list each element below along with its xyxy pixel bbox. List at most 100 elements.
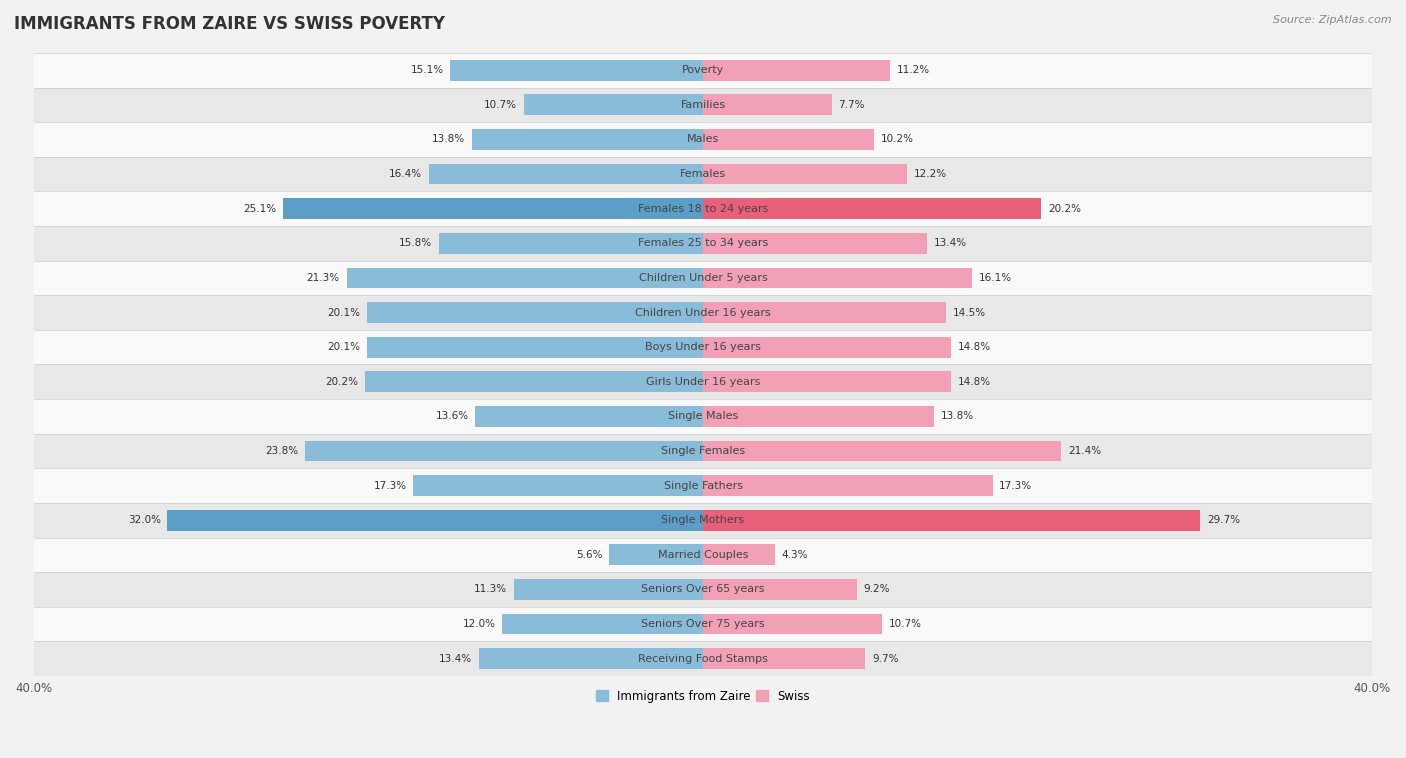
Bar [703,440,1062,462]
Text: Poverty: Poverty [682,65,724,75]
Bar [703,544,775,565]
Bar [283,199,703,219]
Text: Seniors Over 75 years: Seniors Over 75 years [641,619,765,629]
Bar [429,164,703,184]
Text: 12.2%: 12.2% [914,169,948,179]
Bar [703,164,907,184]
Text: Families: Families [681,100,725,110]
Text: Children Under 16 years: Children Under 16 years [636,308,770,318]
Bar [502,614,703,634]
Text: Single Mothers: Single Mothers [661,515,745,525]
Bar [472,129,703,150]
Bar [413,475,703,496]
Bar [367,302,703,323]
Bar [34,606,1372,641]
Bar [703,95,832,115]
Text: Females: Females [681,169,725,179]
Text: 7.7%: 7.7% [838,100,865,110]
Bar [34,191,1372,226]
Text: 13.4%: 13.4% [934,238,967,249]
Bar [34,261,1372,295]
Bar [34,87,1372,122]
Bar [703,60,890,80]
Text: Children Under 5 years: Children Under 5 years [638,273,768,283]
Text: 21.3%: 21.3% [307,273,340,283]
Bar [703,268,973,288]
Bar [703,371,950,392]
Text: 16.4%: 16.4% [388,169,422,179]
Bar [703,406,934,427]
Bar [34,226,1372,261]
Text: 11.3%: 11.3% [474,584,508,594]
Text: 10.7%: 10.7% [889,619,922,629]
Text: Females 18 to 24 years: Females 18 to 24 years [638,204,768,214]
Text: 14.5%: 14.5% [952,308,986,318]
Text: Seniors Over 65 years: Seniors Over 65 years [641,584,765,594]
Bar [34,641,1372,676]
Bar [34,365,1372,399]
Bar [703,614,882,634]
Text: 5.6%: 5.6% [576,550,603,560]
Text: Source: ZipAtlas.com: Source: ZipAtlas.com [1274,15,1392,25]
Text: 15.8%: 15.8% [399,238,432,249]
Text: 21.4%: 21.4% [1067,446,1101,456]
Text: Single Fathers: Single Fathers [664,481,742,490]
Bar [34,53,1372,87]
Text: Married Couples: Married Couples [658,550,748,560]
Text: 10.7%: 10.7% [484,100,517,110]
Text: 9.2%: 9.2% [863,584,890,594]
Bar [346,268,703,288]
Text: 10.2%: 10.2% [880,134,914,145]
Text: 20.2%: 20.2% [1047,204,1081,214]
Bar [609,544,703,565]
Bar [703,510,1201,531]
Text: 16.1%: 16.1% [979,273,1012,283]
Bar [366,371,703,392]
Bar [703,302,946,323]
Text: 23.8%: 23.8% [264,446,298,456]
Text: 32.0%: 32.0% [128,515,160,525]
Text: 15.1%: 15.1% [411,65,443,75]
Bar [703,199,1040,219]
Bar [367,337,703,358]
Bar [703,579,858,600]
Text: 13.8%: 13.8% [432,134,465,145]
Text: Single Males: Single Males [668,412,738,421]
Bar [34,468,1372,503]
Text: 17.3%: 17.3% [1000,481,1032,490]
Text: 13.4%: 13.4% [439,653,472,664]
Text: 29.7%: 29.7% [1206,515,1240,525]
Text: Girls Under 16 years: Girls Under 16 years [645,377,761,387]
Text: 25.1%: 25.1% [243,204,276,214]
Text: 9.7%: 9.7% [872,653,898,664]
Bar [703,475,993,496]
Bar [34,330,1372,365]
Text: 12.0%: 12.0% [463,619,495,629]
Text: 20.1%: 20.1% [328,342,360,352]
Bar [703,648,865,669]
Bar [34,399,1372,434]
Bar [478,648,703,669]
Bar [450,60,703,80]
Bar [703,129,873,150]
Text: IMMIGRANTS FROM ZAIRE VS SWISS POVERTY: IMMIGRANTS FROM ZAIRE VS SWISS POVERTY [14,15,446,33]
Text: 4.3%: 4.3% [782,550,808,560]
Bar [34,537,1372,572]
Text: 14.8%: 14.8% [957,342,990,352]
Text: 14.8%: 14.8% [957,377,990,387]
Text: 17.3%: 17.3% [374,481,406,490]
Bar [475,406,703,427]
Text: Boys Under 16 years: Boys Under 16 years [645,342,761,352]
Text: Single Females: Single Females [661,446,745,456]
Bar [167,510,703,531]
Bar [305,440,703,462]
Bar [34,503,1372,537]
Text: 13.6%: 13.6% [436,412,468,421]
Bar [34,157,1372,191]
Bar [513,579,703,600]
Bar [34,295,1372,330]
Text: 13.8%: 13.8% [941,412,974,421]
Text: 20.2%: 20.2% [325,377,359,387]
Bar [703,233,928,254]
Bar [34,572,1372,606]
